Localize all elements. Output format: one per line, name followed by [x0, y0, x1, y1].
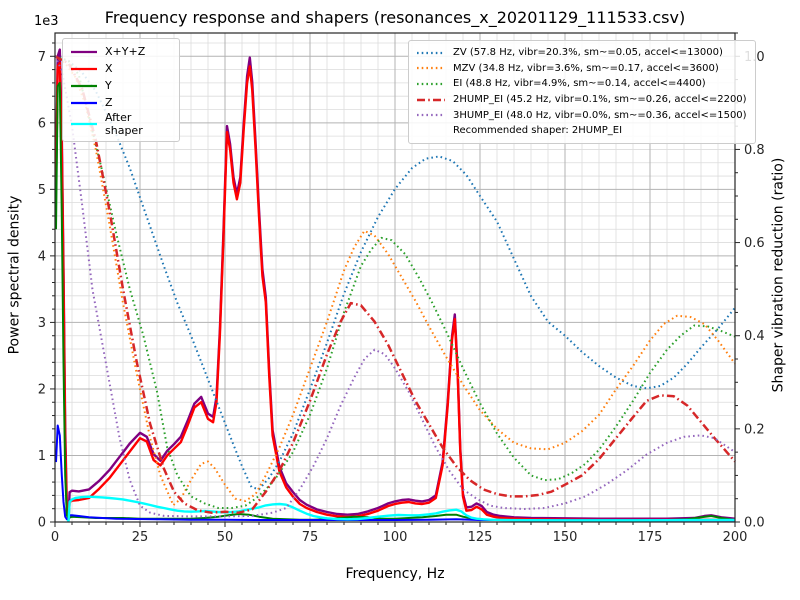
y-left-tick-label: 0	[38, 516, 46, 531]
legend-item: EI (48.8 Hz, vibr=4.9%, sm~=0.14, accel<…	[416, 76, 747, 92]
legend-swatch-solid	[71, 122, 97, 126]
legend-footer: Recommended shaper: 2HUMP_EI	[453, 125, 623, 137]
legend-swatch-dotted	[417, 51, 445, 54]
series-line-EI	[54, 55, 736, 509]
ticks	[50, 32, 740, 527]
x-tick-label: 75	[302, 530, 319, 545]
axis-offset-text: 1e3	[34, 14, 59, 29]
legend-item-label: ZV (57.8 Hz, vibr=20.3%, sm~=0.05, accel…	[453, 47, 723, 59]
y-left-tick-label: 2	[38, 382, 46, 397]
legend-swatch-dotted	[417, 67, 445, 70]
legend-swatch-solid	[71, 84, 97, 87]
legend-swatch-dotted	[417, 114, 445, 117]
y-axis-right-label: Shaper vibration reduction (ratio)	[770, 157, 786, 393]
series-line-After-shaper	[66, 495, 735, 523]
legend-swatch-solid	[71, 101, 97, 104]
series-line-Z	[55, 424, 735, 522]
x-tick-label: 100	[383, 530, 408, 545]
series-line-ZV	[54, 55, 736, 491]
legend-swatch-dashdot	[417, 98, 445, 101]
legend-item-label: Y	[105, 79, 112, 92]
series-line-X	[54, 61, 736, 522]
legend-item: 3HUMP_EI (48.0 Hz, vibr=0.0%, sm~=0.36, …	[416, 107, 747, 123]
x-tick-label: 50	[217, 530, 234, 545]
legend-swatch-dotted	[417, 82, 445, 86]
x-tick-label: 150	[553, 530, 578, 545]
legend-item-label: MZV (34.8 Hz, vibr=3.6%, sm~=0.17, accel…	[453, 62, 719, 74]
y-left-tick-label: 7	[38, 50, 46, 65]
x-tick-label: 200	[723, 530, 748, 545]
y-right-tick-label: 0.4	[744, 329, 765, 344]
legend-item: ZV (57.8 Hz, vibr=20.3%, sm~=0.05, accel…	[416, 45, 747, 61]
y-left-tick-label: 4	[38, 249, 46, 264]
y-right-tick-label: 0.2	[744, 422, 765, 437]
legend-swatch-solid	[71, 67, 97, 70]
legend-item: X+Y+Z	[70, 43, 171, 60]
legend-item-label: 3HUMP_EI (48.0 Hz, vibr=0.0%, sm~=0.36, …	[453, 109, 747, 121]
legend-swatch-solid	[71, 50, 97, 53]
legend-item-label: X+Y+Z	[105, 45, 146, 58]
series-group	[54, 48, 736, 523]
y-right-tick-label: 0.8	[744, 143, 765, 158]
y-left-tick-label: 3	[38, 316, 46, 331]
y-right-tick-label: 0.0	[744, 516, 765, 531]
y-axis-left-label: Power spectral density	[6, 195, 22, 355]
y-right-tick-label: 0.6	[744, 236, 765, 251]
legend-item-label: EI (48.8 Hz, vibr=4.9%, sm~=0.14, accel<…	[453, 78, 706, 90]
x-axis-label: Frequency, Hz	[345, 566, 445, 582]
y-left-tick-label: 1	[38, 449, 46, 464]
x-tick-label: 25	[132, 530, 149, 545]
legend-item: X	[70, 60, 171, 77]
x-tick-label: 175	[638, 530, 663, 545]
series-line-3HUMP-EI	[54, 55, 736, 518]
x-tick-label: 0	[51, 530, 59, 545]
y-left-tick-label: 5	[38, 183, 46, 198]
y-left-tick-label: 6	[38, 116, 46, 131]
legend-psd: X+Y+Z X Y Z After shaper	[62, 38, 180, 142]
series-line-2HUMP-EI	[54, 55, 736, 514]
legend-item-label: After shaper	[105, 111, 143, 137]
tick-labels: 0 25 50 75 100 125 150 175 200 0 1 2 3 4 5 6 7 0.0 0.2 0.4 0…	[38, 50, 765, 545]
legend-item: 2HUMP_EI (45.2 Hz, vibr=0.1%, sm~=0.26, …	[416, 92, 747, 108]
chart-title: Frequency response and shapers (resonanc…	[104, 8, 686, 27]
x-tick-label: 125	[468, 530, 493, 545]
legend-item: Z	[70, 94, 171, 111]
legend-item-label: 2HUMP_EI (45.2 Hz, vibr=0.1%, sm~=0.26, …	[453, 94, 747, 106]
legend-item: Y	[70, 77, 171, 94]
legend-shapers: ZV (57.8 Hz, vibr=20.3%, sm~=0.05, accel…	[408, 40, 756, 144]
legend-item: MZV (34.8 Hz, vibr=3.6%, sm~=0.17, accel…	[416, 61, 747, 77]
legend-item-label: X	[105, 62, 113, 75]
legend-item-label: Z	[105, 96, 113, 109]
legend-item: After shaper	[70, 111, 171, 137]
